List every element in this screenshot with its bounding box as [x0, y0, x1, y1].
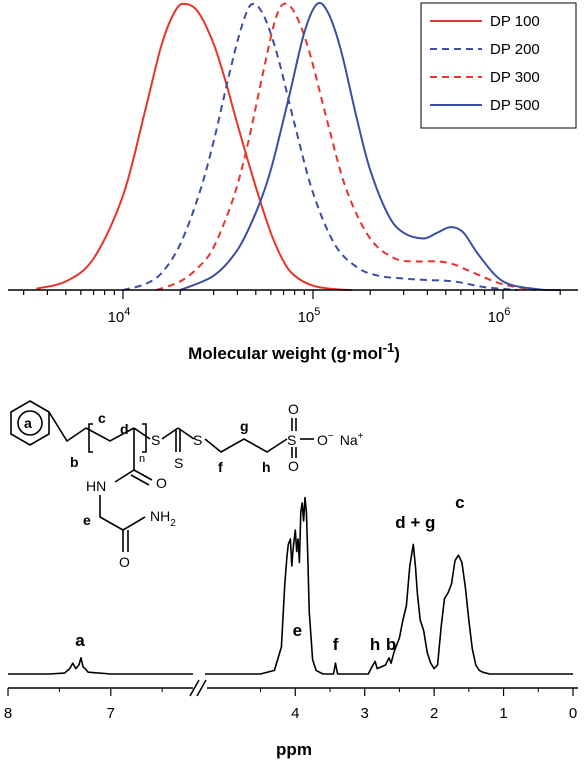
gpc-series-line-2	[122, 2, 519, 291]
nmr-axis-group: 8 7 4 3 2 1 0	[4, 679, 578, 722]
label-g: g	[240, 418, 249, 434]
nmr-tick-label: 1	[499, 705, 507, 722]
gpc-ticks-group: 104 105 106	[23, 290, 561, 326]
gpc-legend-label-1: DP 100	[490, 13, 540, 30]
nmr-x-axis-title: ppm	[276, 740, 312, 759]
label-h: h	[262, 459, 271, 475]
gpc-tick-label: 106	[488, 306, 511, 326]
nmr-axis-break-mark	[189, 679, 200, 697]
bond-co-dbl-1	[133, 469, 153, 481]
chain-bond-1	[48, 411, 87, 443]
atom-O1: O	[156, 475, 167, 491]
label-n: n	[139, 453, 145, 465]
gpc-tick-label: 105	[298, 306, 321, 326]
nmr-tick-label: 0	[569, 705, 577, 722]
gpc-legend-box	[420, 2, 577, 129]
gpc-x-axis-title-sup: -1	[383, 340, 395, 355]
nmr-peak-label: d + g	[395, 513, 435, 532]
nmr-series-group	[8, 496, 573, 675]
atom-NH: NH	[150, 508, 170, 524]
gpc-legend-label-3: DP 300	[490, 69, 540, 86]
nmr-peak-labels: a e f h b d + g c	[75, 493, 464, 654]
atom-O-minus: O	[317, 432, 328, 448]
nmr-spectrum-segment-1	[8, 657, 193, 675]
gpc-series-line-3	[156, 2, 537, 291]
label-d: d	[120, 421, 129, 437]
gpc-x-axis-title: Molecular weight (g·mol-1)	[188, 340, 400, 363]
nmr-tick-label: 8	[4, 705, 12, 722]
polymer-bracket-left	[88, 423, 93, 453]
nmr-peak-label: e	[293, 621, 302, 640]
gpc-series-group	[36, 1, 561, 292]
nmr-chart: a e f h b d + g c 8 7 4 3 2 1 0 ppm	[4, 493, 578, 759]
gpc-tick-label: 104	[108, 306, 131, 326]
label-e: e	[83, 512, 91, 528]
nmr-peak-label: h	[370, 635, 380, 654]
nmr-spectrum-segment-2	[205, 496, 573, 675]
nmr-peak-label: f	[333, 635, 339, 654]
benzene-ring-circle	[17, 410, 43, 436]
gpc-legend-items: DP 100 DP 200 DP 300 DP 500	[430, 13, 540, 114]
bond-s1-c	[161, 427, 179, 440]
atom-Na: Na	[340, 432, 358, 448]
atom-S1: S	[151, 432, 160, 448]
nmr-peak-label: a	[75, 631, 85, 650]
bond-co-nh	[114, 469, 135, 483]
atom-S3: S	[174, 455, 183, 471]
ring-label-a: a	[24, 415, 32, 431]
gpc-x-axis-title-main: Molecular weight (g·mol	[188, 344, 383, 363]
bond-propyl	[204, 438, 288, 453]
gpc-x-axis-title-close: )	[394, 344, 400, 363]
bond-co-dbl-2	[130, 474, 150, 486]
nmr-axis-break-mark	[196, 679, 207, 697]
atom-NH2: NH2	[150, 508, 176, 529]
label-b: b	[70, 454, 79, 470]
atom-S-sulfonate: S	[287, 432, 296, 448]
gpc-legend: DP 100 DP 200 DP 300 DP 500	[420, 2, 577, 129]
nmr-tick-label: 7	[107, 705, 115, 722]
counter-ion: O− Na+	[317, 431, 364, 448]
bond-nh-e	[99, 495, 124, 531]
plus-charge: +	[358, 431, 364, 442]
gpc-legend-label-4: DP 500	[490, 97, 540, 114]
nmr-tick-label: 3	[361, 705, 369, 722]
label-c: c	[98, 410, 106, 426]
gpc-series-line-4	[179, 1, 561, 292]
nmr-tick-label: 4	[291, 705, 299, 722]
bond-e-amide	[122, 516, 146, 531]
chemical-structure: a b c d n O HN e NH2 O S S S f g h S	[10, 400, 364, 570]
atom-HN: HN	[86, 478, 106, 494]
gpc-chart: 104 105 106 Molecular weight (g·mol-1) DP …	[8, 1, 578, 363]
polymer-bracket-right	[142, 423, 147, 453]
chain-bond-2	[85, 427, 135, 442]
nmr-peak-label: c	[455, 493, 464, 512]
gpc-series-line-1	[36, 2, 352, 291]
atom-S2: S	[193, 432, 202, 448]
nmr-peak-label: b	[386, 635, 396, 654]
bond-c-s2	[177, 427, 195, 440]
gpc-legend-label-2: DP 200	[490, 41, 540, 58]
atom-O3: O	[288, 401, 299, 417]
minus-charge: −	[328, 431, 334, 442]
label-f: f	[218, 459, 223, 475]
chain-bond-3	[133, 427, 151, 440]
nmr-tick-label: 2	[430, 705, 438, 722]
atom-NH-sub: 2	[170, 518, 176, 529]
atom-O2: O	[119, 554, 130, 570]
atom-O4: O	[288, 458, 299, 474]
